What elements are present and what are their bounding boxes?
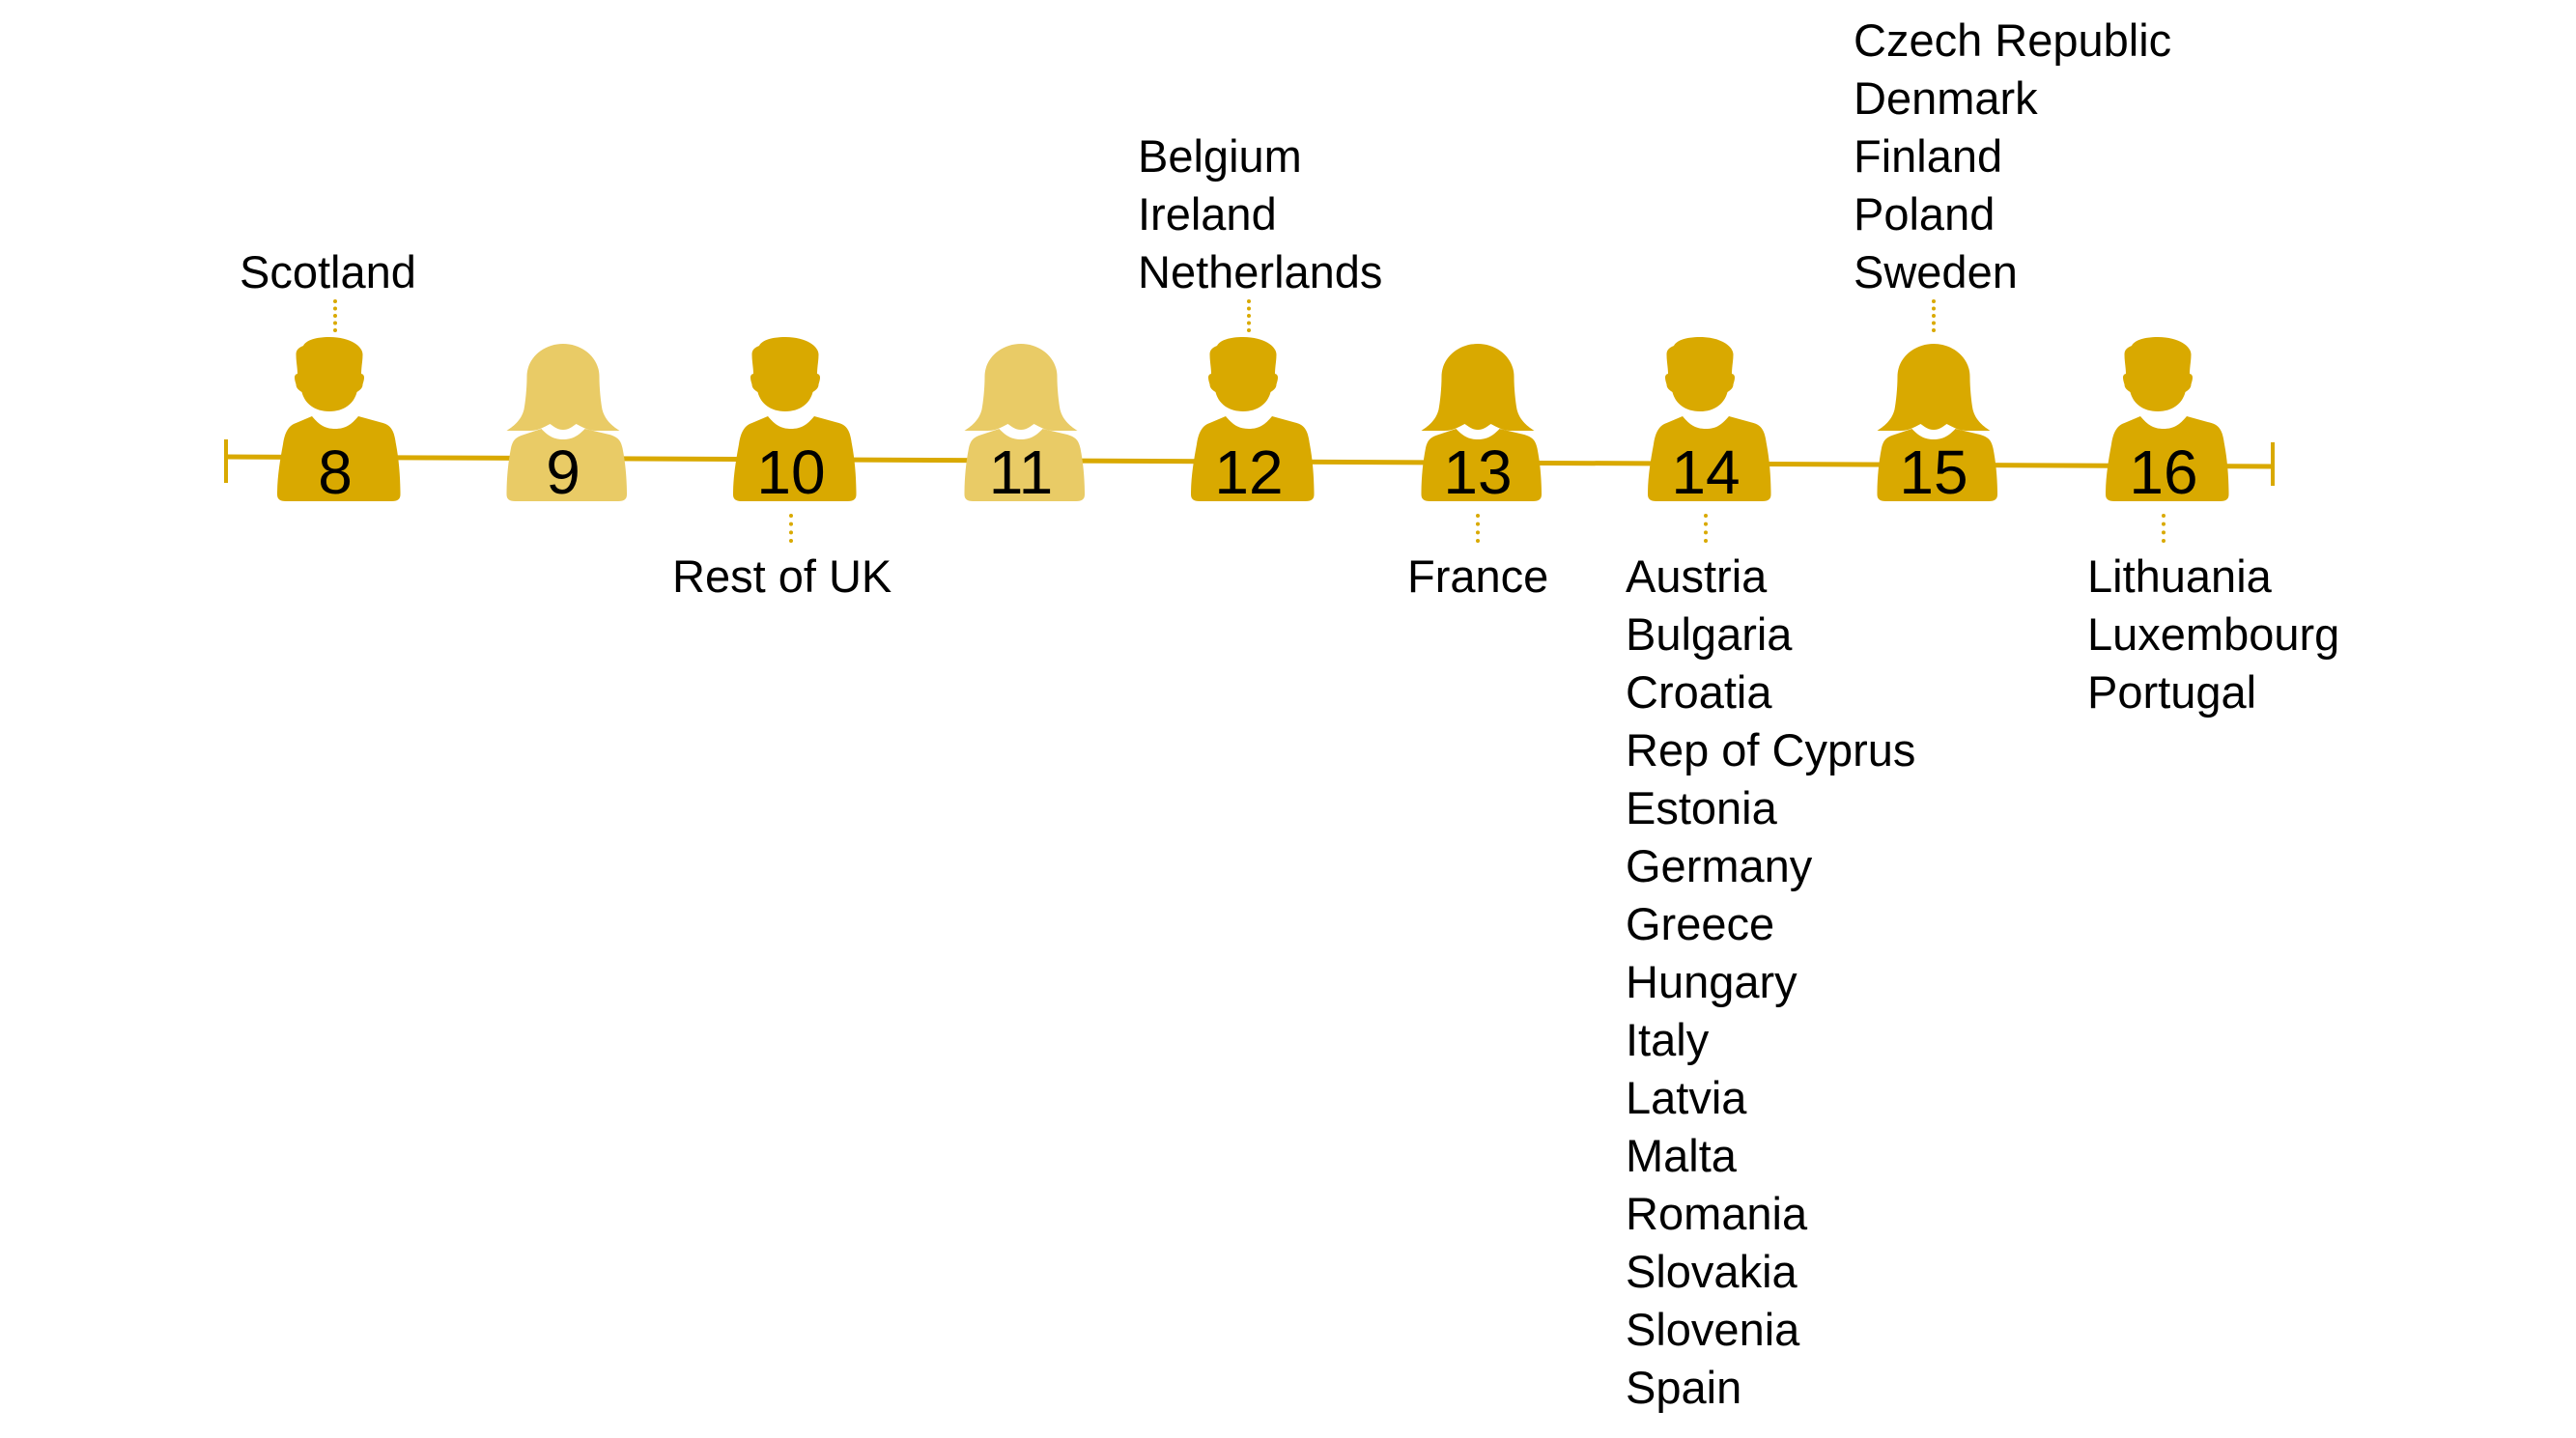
male-person-icon [2106, 337, 2229, 501]
country-label: Croatia [1626, 666, 1772, 718]
country-list-16: Lithuania Luxembourg Portugal [2087, 548, 2339, 721]
country-label: France [1407, 550, 1549, 602]
country-list-12: Belgium Ireland Netherlands [1138, 127, 1382, 301]
age-value: 16 [2129, 437, 2198, 507]
country-label: Slovenia [1626, 1304, 1800, 1355]
country-label: Portugal [2087, 666, 2257, 718]
label-connector [333, 299, 337, 332]
country-label: Latvia [1626, 1072, 1747, 1123]
person-figure-female-15: 15 [1861, 333, 2006, 512]
person-figure-male-10: 10 [719, 333, 863, 512]
age-value: 10 [756, 437, 826, 507]
age-value: 12 [1214, 437, 1284, 507]
country-label: Rest of UK [672, 550, 892, 602]
person-figure-male-14: 14 [1633, 333, 1778, 512]
label-connector [1476, 514, 1480, 543]
country-label: Ireland [1138, 188, 1277, 240]
person-figure-male-8: 8 [263, 333, 408, 512]
country-list-14: Austria Bulgaria Croatia Rep of Cyprus Eston… [1626, 548, 1915, 1417]
country-label: Malta [1626, 1130, 1737, 1181]
country-label: Spain [1626, 1362, 1742, 1413]
country-label: Luxembourg [2087, 608, 2340, 660]
person-figure-female-9: 9 [491, 333, 636, 512]
age-value: 8 [318, 437, 353, 507]
label-connector [1932, 299, 1936, 332]
label-connector [1247, 299, 1251, 332]
country-label: Denmark [1854, 72, 2038, 124]
country-list-13: France [1407, 548, 1548, 606]
country-list-8: Scotland [240, 243, 416, 301]
country-label: Austria [1626, 550, 1768, 602]
country-label: Italy [1626, 1014, 1710, 1065]
country-label: Poland [1854, 188, 1996, 240]
country-label: Germany [1626, 840, 1813, 891]
label-connector [789, 514, 793, 543]
male-person-icon [1648, 337, 1771, 501]
country-label: Belgium [1138, 130, 1302, 182]
female-person-icon [1421, 344, 1542, 501]
country-list-15: Czech Republic Denmark Finland Poland Sweden [1854, 12, 2171, 301]
country-label: Greece [1626, 898, 1775, 949]
person-figure-female-11: 11 [948, 333, 1093, 512]
female-person-icon [1877, 344, 1997, 501]
person-figure-male-16: 16 [2091, 333, 2236, 512]
label-connector [2162, 514, 2166, 543]
country-label: Hungary [1626, 956, 1798, 1007]
age-value: 14 [1671, 437, 1741, 507]
country-list-10: Rest of UK [672, 548, 892, 606]
label-connector [1704, 514, 1708, 543]
age-value: 9 [546, 437, 580, 507]
country-label: Czech Republic [1854, 14, 2172, 66]
female-person-icon [506, 344, 627, 501]
person-figure-female-13: 13 [1405, 333, 1550, 512]
age-value: 15 [1899, 437, 1968, 507]
country-label: Lithuania [2087, 550, 2272, 602]
male-person-icon [733, 337, 857, 501]
country-label: Scotland [240, 246, 416, 297]
age-value: 11 [988, 437, 1054, 507]
age-value: 13 [1443, 437, 1513, 507]
country-label: Romania [1626, 1188, 1808, 1239]
country-label: Sweden [1854, 246, 2018, 297]
male-person-icon [1191, 337, 1315, 501]
country-label: Netherlands [1138, 246, 1383, 297]
male-person-icon [277, 337, 401, 501]
country-label: Bulgaria [1626, 608, 1793, 660]
person-figure-male-12: 12 [1176, 333, 1321, 512]
country-label: Estonia [1626, 782, 1777, 833]
country-label: Rep of Cyprus [1626, 724, 1916, 775]
country-label: Slovakia [1626, 1246, 1798, 1297]
country-label: Finland [1854, 130, 2003, 182]
female-person-icon [964, 344, 1085, 501]
